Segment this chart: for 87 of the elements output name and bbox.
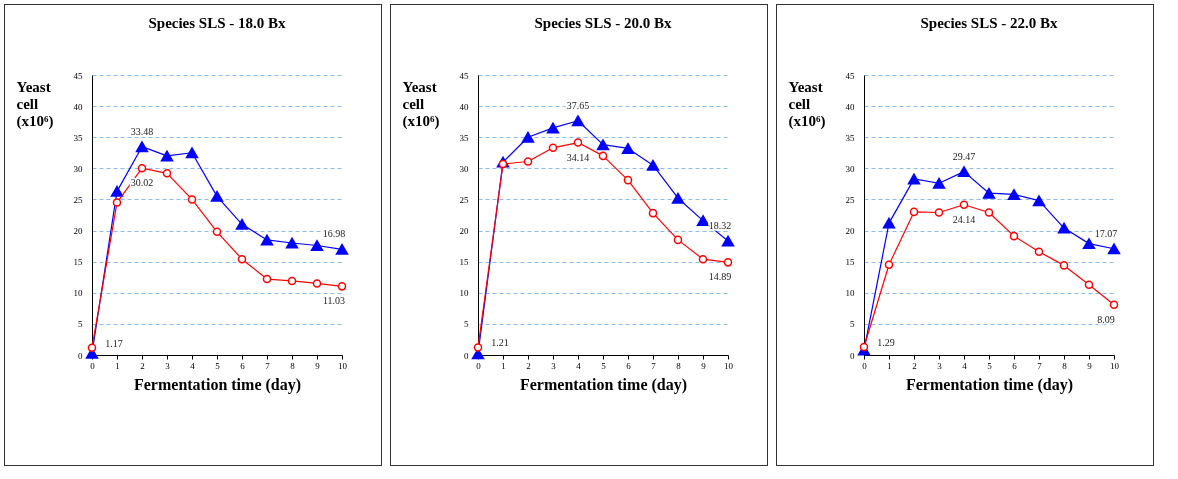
x-tick-label: 1 — [115, 360, 120, 371]
x-tick-label: 10 — [1110, 360, 1120, 371]
y-tick-label: 25 — [73, 194, 83, 205]
y-tick-label: 5 — [850, 319, 855, 330]
y-tick-label: 0 — [78, 350, 83, 361]
data-label: 33.48 — [130, 125, 154, 137]
data-label: 37.65 — [566, 99, 590, 111]
x-axis-title: Fermentation time (day) — [519, 375, 688, 394]
x-tick-label: 4 — [576, 360, 582, 371]
x-tick-label: 0 — [90, 360, 96, 371]
x-tick-label: 8 — [290, 360, 296, 371]
x-tick-label: 2 — [526, 360, 531, 371]
x-tick-label: 6 — [240, 360, 246, 371]
x-tick-label: 3 — [551, 360, 557, 371]
x-tick-label: 9 — [1087, 360, 1093, 371]
data-label: 1.21 — [491, 337, 509, 349]
x-tick-label: 2 — [912, 360, 917, 371]
data-label: 1.29 — [877, 336, 895, 348]
y-tick-label: 30 — [845, 163, 855, 174]
data-label: 16.98 — [322, 228, 346, 240]
y-tick-label: 5 — [464, 319, 469, 330]
chart-title: Species SLS - 18.0 Bx — [148, 15, 287, 31]
x-tick-label: 3 — [937, 360, 943, 371]
x-tick-label: 7 — [651, 360, 657, 371]
x-tick-label: 3 — [165, 360, 171, 371]
y-tick-label: 30 — [459, 163, 469, 174]
y-tick-label: 0 — [464, 350, 469, 361]
y-tick-label: 5 — [78, 319, 83, 330]
y-axis-title: Yeast cell (x10⁶) — [16, 78, 54, 130]
x-tick-label: 10 — [724, 360, 734, 371]
y-tick-label: 20 — [845, 226, 855, 237]
x-tick-label: 7 — [265, 360, 271, 371]
y-tick-label: 15 — [459, 257, 469, 268]
data-label: 11.03 — [322, 295, 346, 307]
x-tick-label: 8 — [1062, 360, 1068, 371]
x-tick-label: 7 — [1037, 360, 1043, 371]
y-tick-label: 45 — [845, 70, 855, 81]
y-tick-label: 10 — [459, 288, 469, 299]
y-tick-label: 40 — [73, 101, 83, 112]
x-tick-label: 0 — [476, 360, 482, 371]
x-tick-label: 1 — [501, 360, 506, 371]
x-axis-title: Fermentation time (day) — [905, 375, 1074, 394]
x-tick-label: 9 — [315, 360, 321, 371]
data-label: 18.32 — [708, 220, 732, 232]
x-tick-label: 5 — [215, 360, 221, 371]
y-tick-label: 35 — [459, 132, 469, 143]
data-label: 17.07 — [1094, 227, 1118, 239]
data-label: 24.14 — [952, 213, 976, 225]
y-tick-label: 35 — [845, 132, 855, 143]
data-label: 29.47 — [952, 150, 976, 162]
y-tick-label: 0 — [850, 350, 855, 361]
data-label: 1.17 — [105, 337, 123, 349]
x-tick-label: 6 — [1012, 360, 1018, 371]
chart-title: Species SLS - 22.0 Bx — [920, 15, 1059, 31]
y-axis-title: Yeast cell (x10⁶) — [402, 78, 440, 130]
x-tick-label: 5 — [601, 360, 607, 371]
x-tick-label: 10 — [338, 360, 348, 371]
x-tick-label: 1 — [887, 360, 892, 371]
x-axis-title: Fermentation time (day) — [133, 375, 302, 394]
y-tick-label: 10 — [845, 288, 855, 299]
x-tick-label: 9 — [701, 360, 707, 371]
y-tick-label: 30 — [73, 163, 83, 174]
y-tick-label: 15 — [73, 257, 83, 268]
y-axis-title: Yeast cell (x10⁶) — [788, 78, 826, 130]
y-tick-label: 15 — [845, 257, 855, 268]
data-label: 8.09 — [1097, 313, 1115, 325]
y-tick-label: 20 — [73, 226, 83, 237]
x-tick-label: 2 — [140, 360, 145, 371]
data-label: 30.02 — [130, 177, 154, 189]
x-tick-label: 5 — [987, 360, 993, 371]
x-tick-label: 6 — [626, 360, 632, 371]
data-label: 14.89 — [708, 271, 732, 283]
y-tick-label: 40 — [459, 101, 469, 112]
x-tick-label: 8 — [676, 360, 682, 371]
x-tick-label: 4 — [190, 360, 196, 371]
y-tick-label: 35 — [73, 132, 83, 143]
x-tick-label: 4 — [962, 360, 968, 371]
y-tick-label: 25 — [845, 194, 855, 205]
y-tick-label: 45 — [73, 70, 83, 81]
y-tick-label: 10 — [73, 288, 83, 299]
x-tick-label: 0 — [862, 360, 868, 371]
y-tick-label: 25 — [459, 194, 469, 205]
y-tick-label: 40 — [845, 101, 855, 112]
data-label: 34.14 — [566, 151, 590, 163]
y-tick-label: 20 — [459, 226, 469, 237]
chart-title: Species SLS - 20.0 Bx — [534, 15, 673, 31]
y-tick-label: 45 — [459, 70, 469, 81]
